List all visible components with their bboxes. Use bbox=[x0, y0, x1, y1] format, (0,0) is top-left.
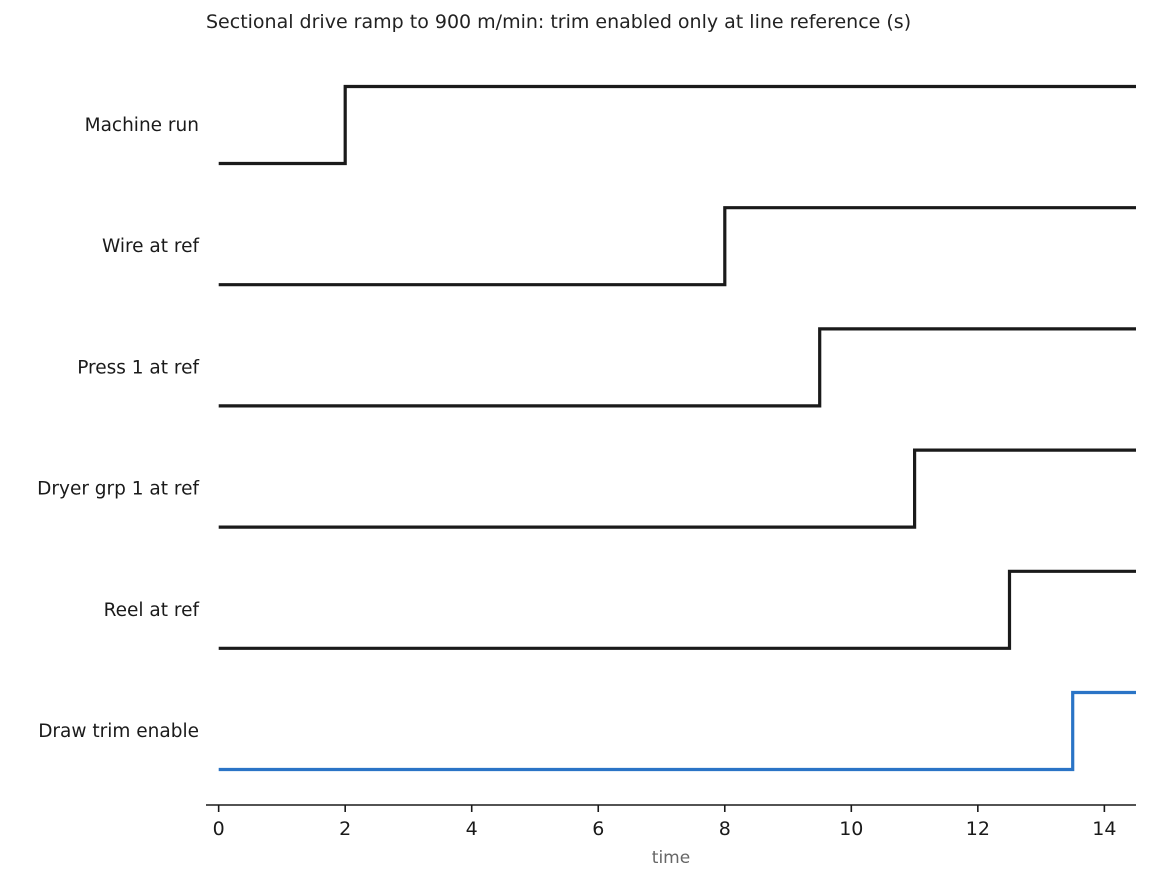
signal-trace bbox=[218, 690, 1136, 772]
x-tick-label: 4 bbox=[466, 818, 478, 840]
signal-labels: Machine run Wire at ref Press 1 at ref Drye… bbox=[37, 115, 199, 742]
signal-trace bbox=[218, 569, 1136, 650]
x-axis-ticks: 0 2 4 6 8 10 12 14 bbox=[213, 805, 1116, 840]
signal-trace bbox=[218, 206, 1136, 287]
signal-trace bbox=[218, 448, 1136, 529]
x-tick-label: 12 bbox=[966, 818, 990, 840]
x-tick-label: 0 bbox=[213, 818, 225, 840]
signal-label: Press 1 at ref bbox=[77, 357, 199, 378]
signal-label: Machine run bbox=[85, 115, 199, 136]
x-tick-label: 10 bbox=[839, 818, 863, 840]
signal-trace bbox=[218, 327, 1136, 408]
x-tick-label: 14 bbox=[1092, 818, 1116, 840]
signal-label: Reel at ref bbox=[104, 600, 200, 621]
x-tick-label: 6 bbox=[592, 818, 604, 840]
signal-traces bbox=[218, 84, 1136, 772]
signal-label: Wire at ref bbox=[102, 236, 200, 257]
x-tick-label: 2 bbox=[339, 818, 351, 840]
x-axis-label: time bbox=[652, 848, 690, 868]
signal-trace bbox=[218, 84, 1136, 166]
chart-title: Sectional drive ramp to 900 m/min: trim … bbox=[206, 11, 912, 33]
signal-label: Draw trim enable bbox=[38, 721, 199, 742]
signal-label: Dryer grp 1 at ref bbox=[37, 479, 199, 500]
x-tick-label: 8 bbox=[719, 818, 731, 840]
